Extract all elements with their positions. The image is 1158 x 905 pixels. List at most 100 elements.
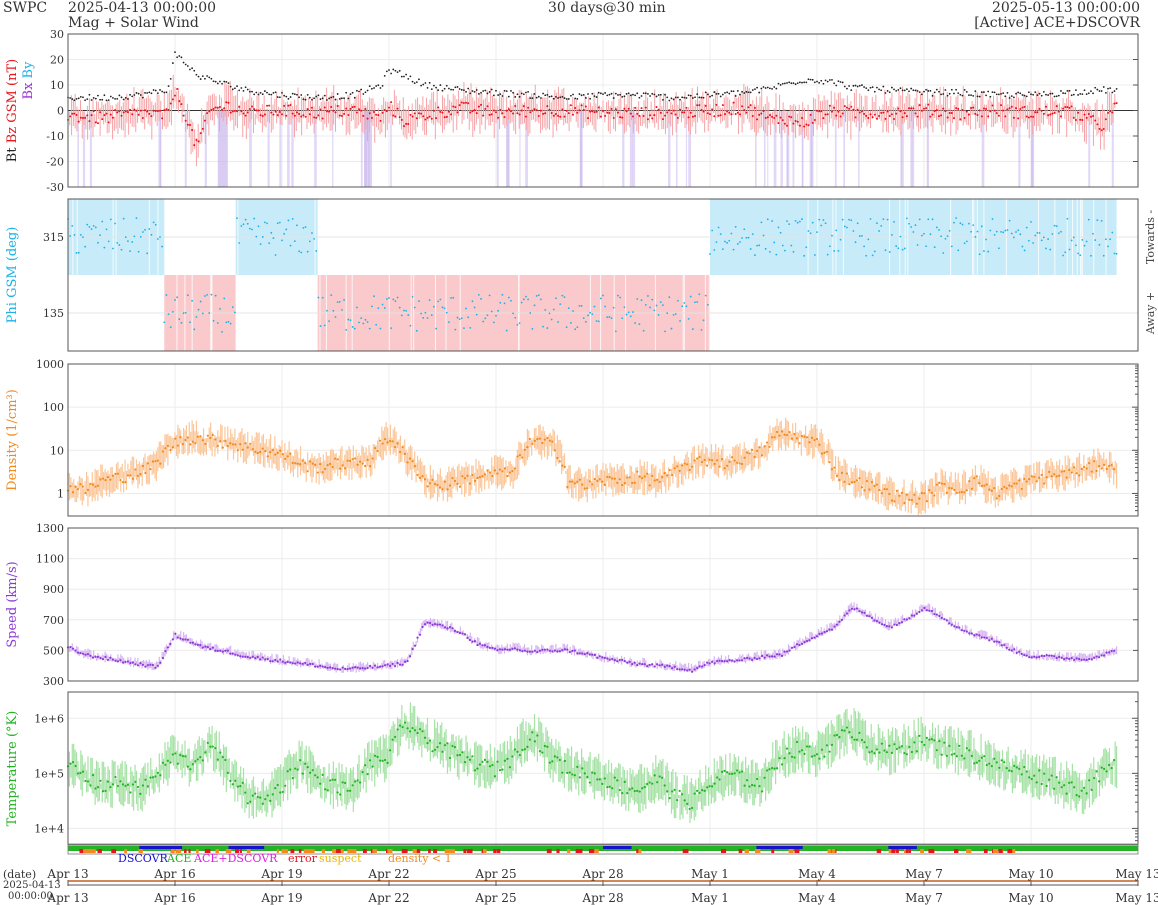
bz-point bbox=[283, 104, 286, 107]
speed-point bbox=[356, 666, 359, 669]
phi-point bbox=[882, 218, 885, 221]
bz-point bbox=[287, 104, 290, 107]
bz-point bbox=[94, 121, 97, 124]
density-point bbox=[401, 446, 404, 449]
speed-point bbox=[656, 663, 659, 666]
speed-point bbox=[401, 663, 404, 666]
density-point bbox=[943, 482, 946, 486]
density-point bbox=[416, 473, 419, 477]
bt-point bbox=[905, 88, 908, 91]
density-point bbox=[221, 446, 224, 449]
speed-point bbox=[418, 633, 422, 636]
speed-point bbox=[563, 648, 566, 651]
bt-point bbox=[201, 75, 204, 78]
bt-point bbox=[270, 93, 273, 96]
density-point bbox=[818, 443, 821, 446]
bt-point bbox=[565, 98, 568, 100]
bz-point bbox=[92, 110, 95, 113]
bt-point bbox=[777, 82, 780, 85]
bt-point bbox=[816, 80, 818, 83]
bt-point bbox=[289, 96, 292, 98]
phi-point bbox=[627, 311, 630, 314]
speed-point bbox=[433, 622, 437, 626]
speed-point bbox=[703, 663, 706, 667]
speed-point bbox=[259, 658, 262, 661]
bz-point bbox=[375, 113, 378, 116]
phi-point bbox=[531, 328, 534, 330]
speed-point bbox=[513, 647, 517, 650]
phi-point bbox=[942, 252, 945, 254]
bt-point bbox=[820, 79, 823, 82]
density-point bbox=[703, 458, 706, 462]
bt-point bbox=[69, 97, 72, 99]
bz-point bbox=[392, 114, 395, 117]
bt-point bbox=[651, 92, 654, 95]
density-point bbox=[945, 491, 948, 494]
speed-point bbox=[843, 614, 846, 617]
bz-point bbox=[319, 108, 322, 111]
density-point bbox=[541, 441, 544, 445]
speed-point bbox=[621, 658, 624, 661]
bz-point bbox=[918, 104, 921, 107]
bt-point bbox=[424, 82, 427, 84]
bt-point bbox=[107, 99, 110, 102]
product-label: Mag + Solar Wind bbox=[68, 15, 199, 31]
phi-point bbox=[107, 240, 110, 243]
density-point bbox=[249, 442, 252, 445]
bz-point bbox=[227, 101, 230, 104]
phi-panel-frame bbox=[67, 198, 1139, 352]
bt-point bbox=[978, 95, 981, 98]
bz-point bbox=[989, 110, 992, 113]
speed-point bbox=[383, 664, 387, 667]
bz-point bbox=[756, 118, 759, 121]
bz-point bbox=[86, 114, 89, 117]
speed-point bbox=[636, 663, 639, 667]
bt-point bbox=[927, 90, 930, 92]
phi-point bbox=[139, 235, 142, 238]
phi-point bbox=[935, 226, 938, 229]
bz-point bbox=[107, 121, 110, 124]
phi-point bbox=[332, 309, 335, 312]
density-point bbox=[201, 439, 204, 442]
bz-point bbox=[649, 114, 652, 117]
bz-point bbox=[1038, 107, 1041, 110]
phi-point bbox=[544, 309, 547, 311]
sector-gap bbox=[683, 199, 685, 351]
bz-point bbox=[1107, 111, 1110, 114]
bt-point bbox=[914, 89, 917, 92]
phi-point bbox=[75, 252, 78, 254]
density-point bbox=[496, 472, 499, 475]
phi-point bbox=[343, 299, 345, 301]
density-point bbox=[1075, 472, 1078, 475]
speed-point bbox=[1105, 651, 1108, 654]
density-point bbox=[336, 458, 339, 461]
phi-point bbox=[276, 222, 279, 225]
phi-point bbox=[1090, 254, 1092, 257]
bz-point bbox=[388, 106, 390, 109]
phi-point bbox=[824, 222, 827, 225]
phi-point bbox=[983, 250, 985, 252]
phi-point bbox=[1053, 224, 1056, 227]
speed-point bbox=[179, 637, 182, 640]
bt-point bbox=[219, 80, 221, 83]
phi-point bbox=[251, 228, 253, 231]
density-point bbox=[583, 487, 586, 490]
phi-point bbox=[659, 301, 662, 304]
density-point bbox=[676, 465, 679, 468]
density-point bbox=[1088, 461, 1091, 465]
bz-point bbox=[435, 117, 438, 120]
bt-point bbox=[822, 82, 825, 85]
density-point bbox=[561, 464, 564, 467]
bt-point bbox=[300, 94, 303, 96]
phi-point bbox=[670, 327, 673, 330]
bt-point bbox=[689, 94, 692, 97]
phi-point bbox=[392, 298, 395, 301]
phi-point bbox=[709, 253, 711, 255]
phi-point bbox=[311, 232, 313, 234]
density-point bbox=[543, 438, 546, 441]
bz-point bbox=[893, 118, 896, 121]
bz-point bbox=[995, 112, 998, 115]
bt-point bbox=[1057, 94, 1060, 97]
speed-point bbox=[493, 647, 497, 650]
phi-point bbox=[227, 320, 230, 323]
